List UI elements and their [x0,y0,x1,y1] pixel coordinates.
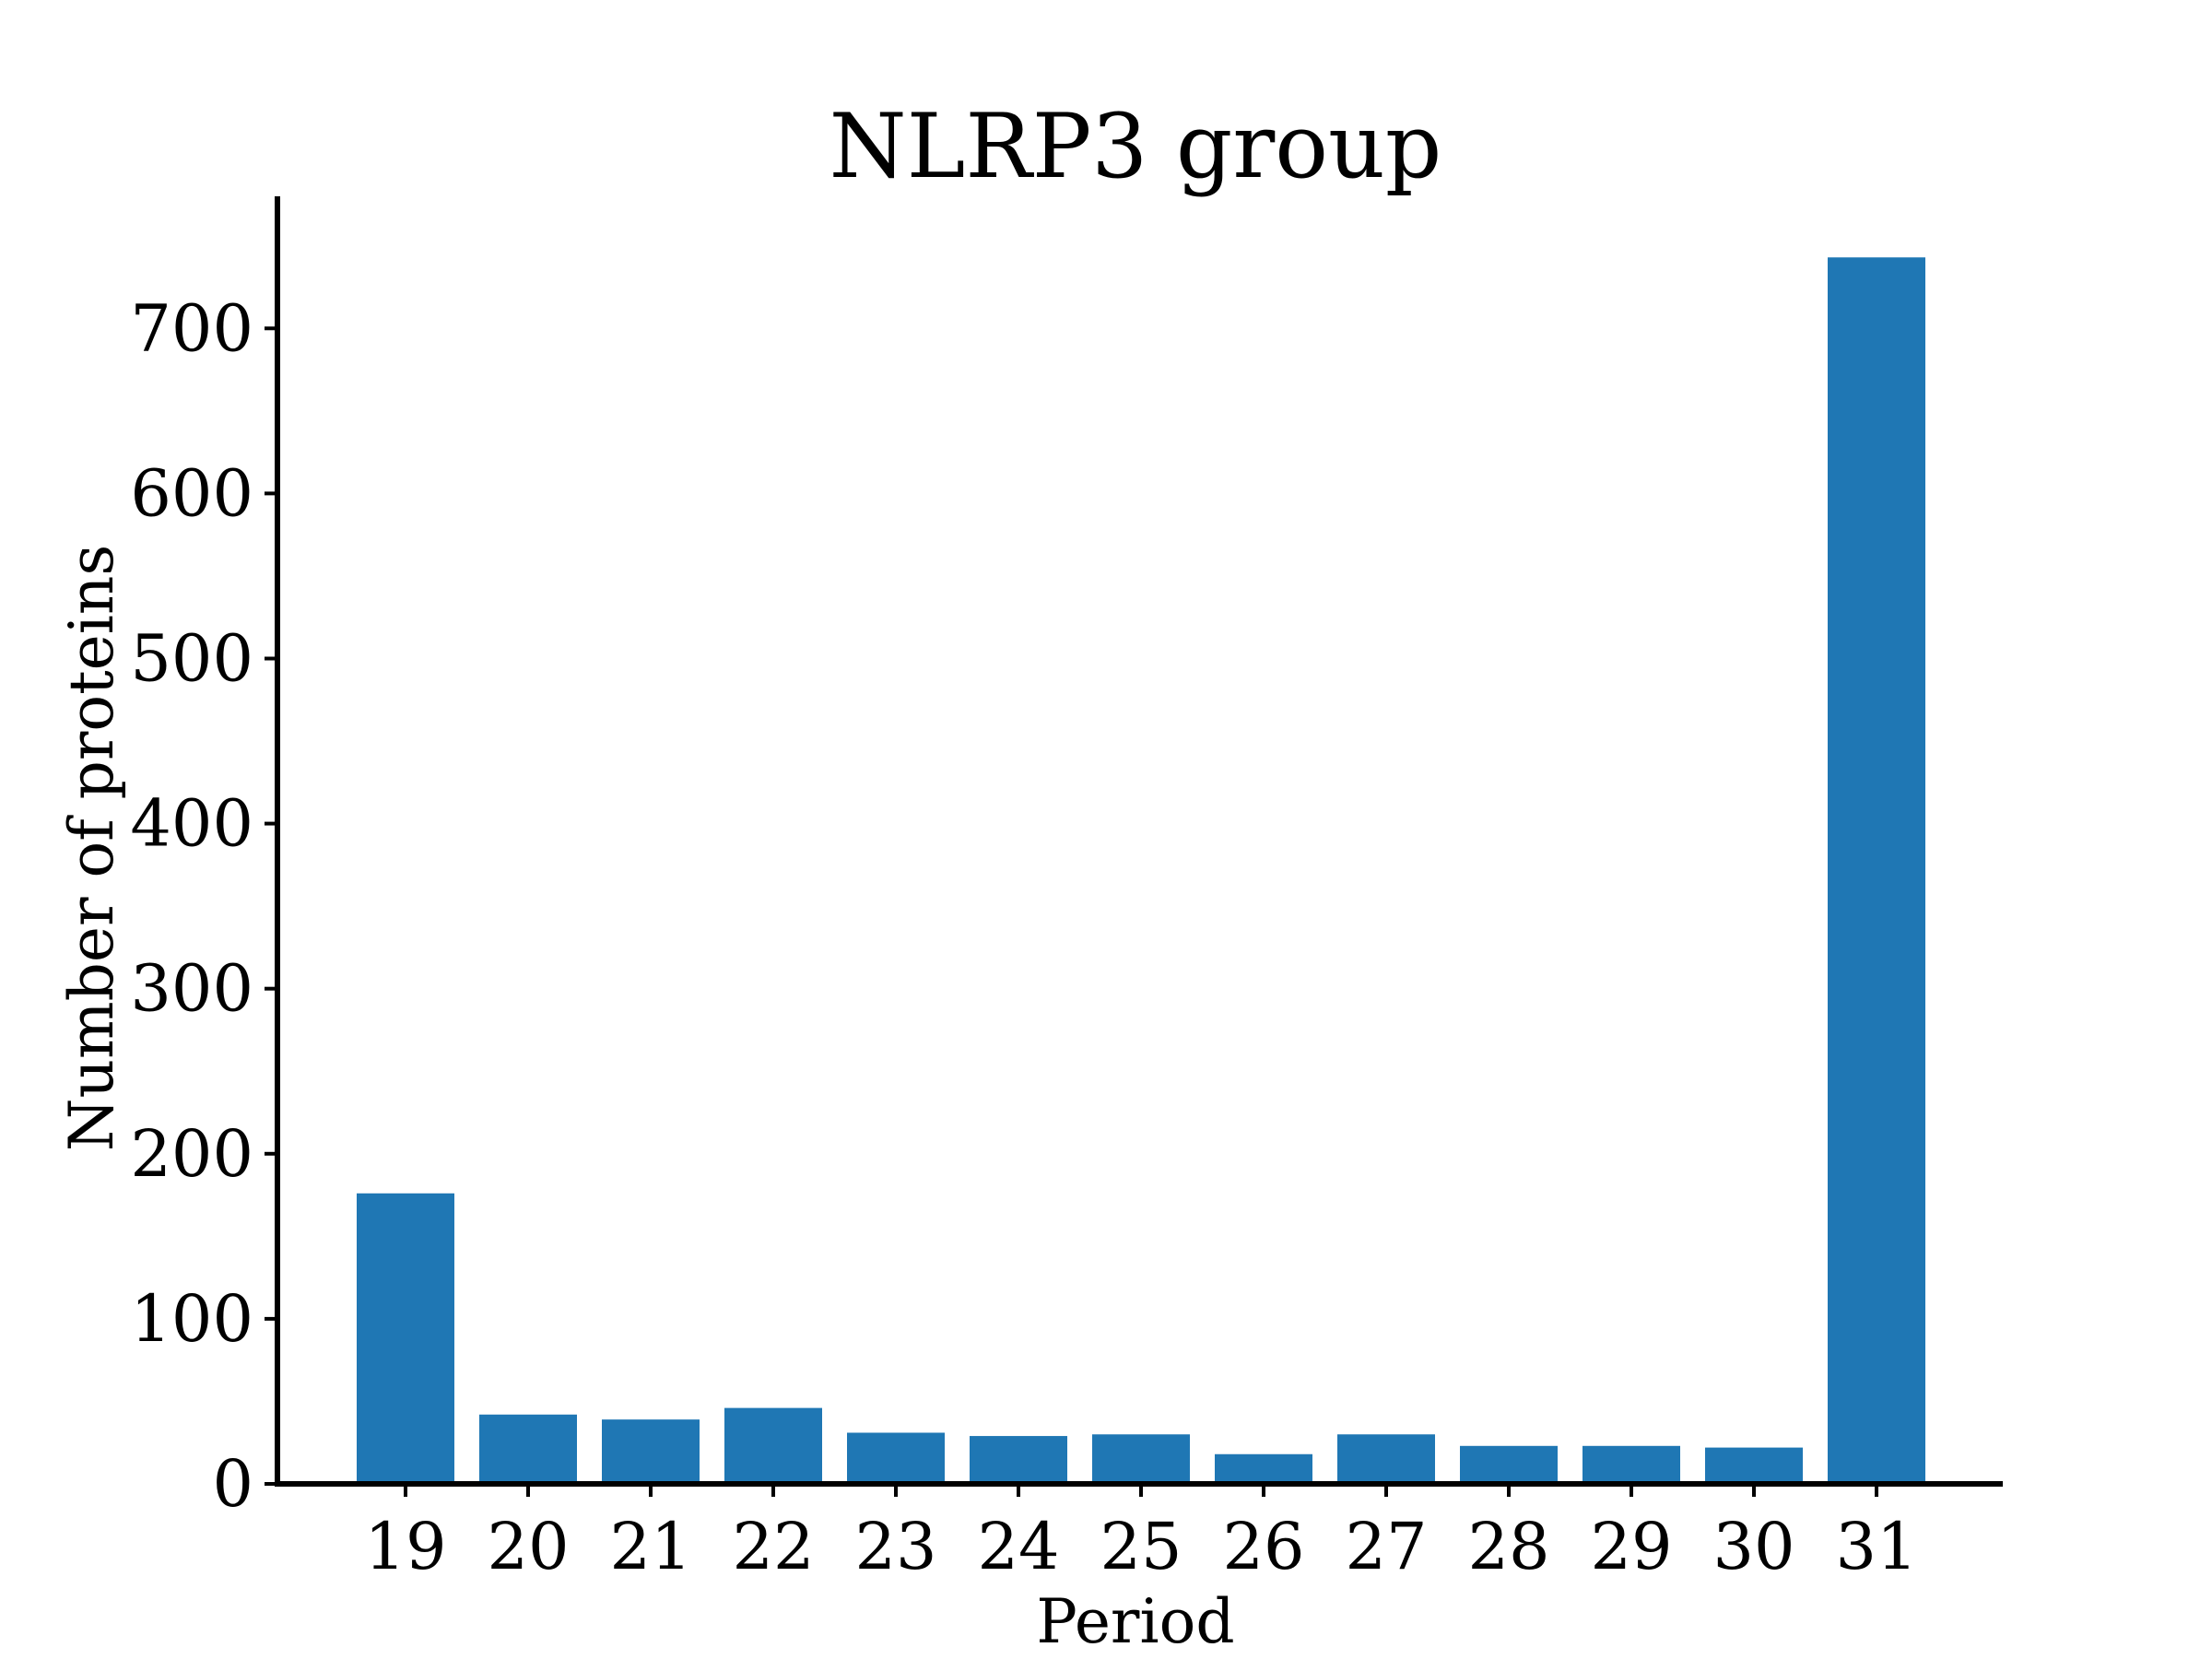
chart-title: NLRP3 group [830,95,1442,198]
bar-25 [1092,1434,1190,1484]
bars-group [357,257,1925,1484]
bar-20 [479,1414,577,1484]
y-ticks-group: 0 100 200 300 400 500 600 700 [130,290,277,1522]
y-axis-label: Number of proteins [56,545,127,1151]
bar-24 [970,1436,1067,1484]
x-tick-label-27: 27 [1345,1509,1427,1584]
y-tick-label-400: 400 [130,786,253,862]
x-tick-label-20: 20 [487,1509,569,1584]
x-ticks-group: 19 20 21 22 23 24 25 26 27 28 29 30 31 [364,1484,1918,1584]
x-tick-label-26: 26 [1222,1509,1304,1584]
x-tick-label-31: 31 [1835,1509,1917,1584]
x-tick-label-24: 24 [977,1509,1059,1584]
y-tick-label-700: 700 [130,290,253,366]
bar-27 [1337,1434,1435,1484]
x-axis-label: Period [1036,1586,1234,1657]
bar-29 [1583,1445,1680,1484]
x-tick-label-29: 29 [1590,1509,1672,1584]
y-tick-label-600: 600 [130,455,253,531]
bar-22 [724,1407,822,1484]
x-tick-label-22: 22 [732,1509,814,1584]
y-tick-label-100: 100 [130,1281,253,1357]
bar-28 [1460,1445,1558,1484]
bar-19 [357,1193,454,1484]
x-tick-label-21: 21 [609,1509,691,1584]
x-tick-label-30: 30 [1712,1509,1794,1584]
x-tick-label-23: 23 [854,1509,936,1584]
bar-21 [602,1419,700,1484]
y-tick-label-300: 300 [130,951,253,1027]
y-tick-label-200: 200 [130,1116,253,1192]
x-tick-label-28: 28 [1467,1509,1549,1584]
x-tick-label-19: 19 [364,1509,446,1584]
bar-31 [1828,257,1925,1484]
y-tick-label-0: 0 [212,1446,253,1522]
bar-30 [1705,1447,1803,1484]
bar-26 [1215,1453,1312,1484]
y-tick-label-500: 500 [130,620,253,696]
x-tick-label-25: 25 [1100,1509,1182,1584]
bar-23 [847,1432,945,1484]
